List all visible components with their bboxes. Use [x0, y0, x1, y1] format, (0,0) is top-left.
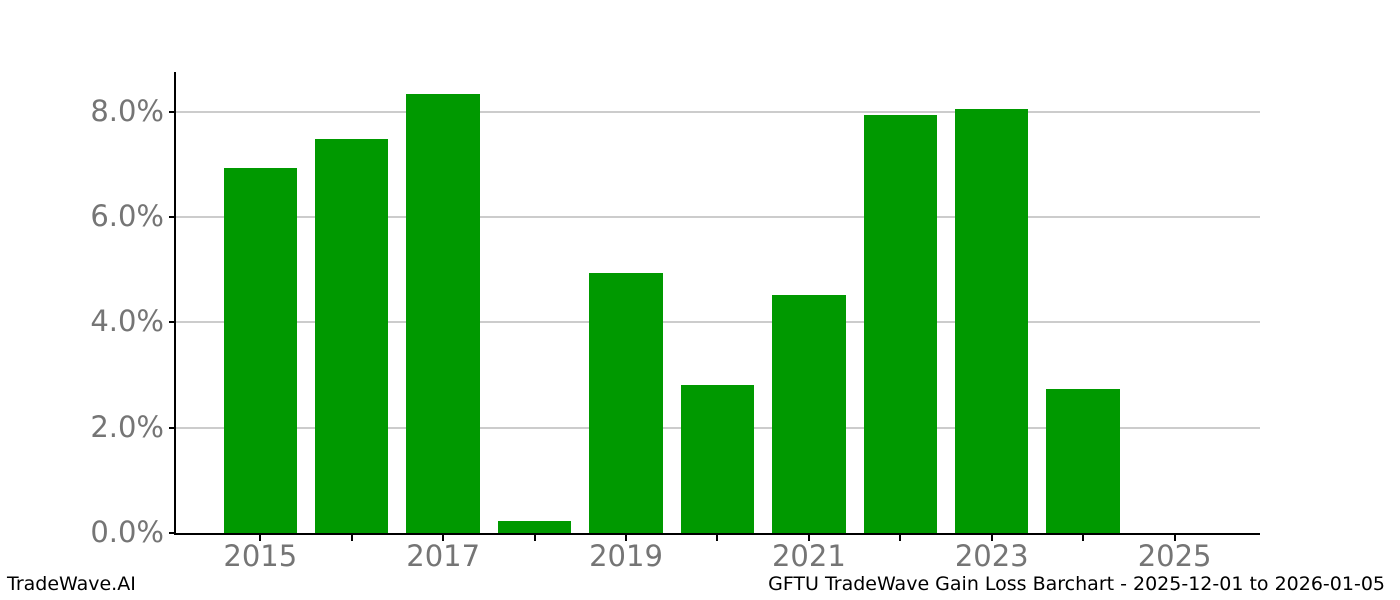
x-tick-label-2017: 2017 — [406, 539, 481, 573]
x-tick-label-2023: 2023 — [954, 539, 1029, 573]
x-tick-2023 — [990, 535, 993, 541]
bar-2024 — [1046, 389, 1120, 533]
y-tick-8.0% — [169, 110, 176, 113]
brand-watermark: TradeWave.AI — [7, 573, 136, 595]
y-tick-4.0% — [169, 321, 176, 324]
x-tick-2021 — [807, 535, 810, 541]
y-tick-label-8.0%: 8.0% — [90, 93, 164, 128]
gridline-8.0% — [176, 110, 1260, 113]
y-tick-label-4.0%: 4.0% — [90, 304, 164, 339]
gridline-6.0% — [176, 215, 1260, 218]
x-tick-2024 — [1082, 535, 1085, 541]
x-tick-label-2025: 2025 — [1137, 539, 1212, 573]
x-axis-spine — [174, 533, 1260, 535]
x-tick-label-2015: 2015 — [223, 539, 298, 573]
y-tick-6.0% — [169, 215, 176, 218]
x-tick-2016 — [350, 535, 353, 541]
bar-2018 — [497, 521, 572, 533]
x-tick-label-2019: 2019 — [589, 539, 663, 573]
x-tick-2022 — [899, 535, 902, 541]
bar-2022 — [863, 114, 938, 533]
bar-2015 — [223, 167, 298, 533]
y-tick-2.0% — [169, 426, 176, 429]
bar-2017 — [406, 93, 480, 533]
x-tick-2015 — [259, 535, 262, 541]
bar-2021 — [772, 295, 846, 533]
x-tick-2018 — [533, 535, 536, 541]
gridline-4.0% — [176, 321, 1260, 324]
x-tick-2017 — [442, 535, 445, 541]
plot-area — [169, 72, 1260, 541]
bar-2020 — [680, 384, 755, 533]
bar-2016 — [314, 138, 389, 533]
y-tick-label-0.0%: 0.0% — [90, 515, 164, 549]
y-tick-label-6.0%: 6.0% — [90, 198, 164, 233]
y-tick-label-2.0%: 2.0% — [90, 409, 164, 444]
x-tick-2020 — [716, 535, 719, 541]
y-tick-0.0% — [169, 532, 176, 534]
bar-2023 — [954, 109, 1029, 533]
chart-caption: GFTU TradeWave Gain Loss Barchart - 2025… — [768, 573, 1385, 595]
x-tick-2019 — [625, 535, 628, 541]
x-tick-2025 — [1173, 535, 1176, 541]
y-axis-spine — [174, 72, 176, 535]
x-tick-label-2021: 2021 — [771, 539, 846, 573]
bar-2019 — [589, 272, 663, 533]
